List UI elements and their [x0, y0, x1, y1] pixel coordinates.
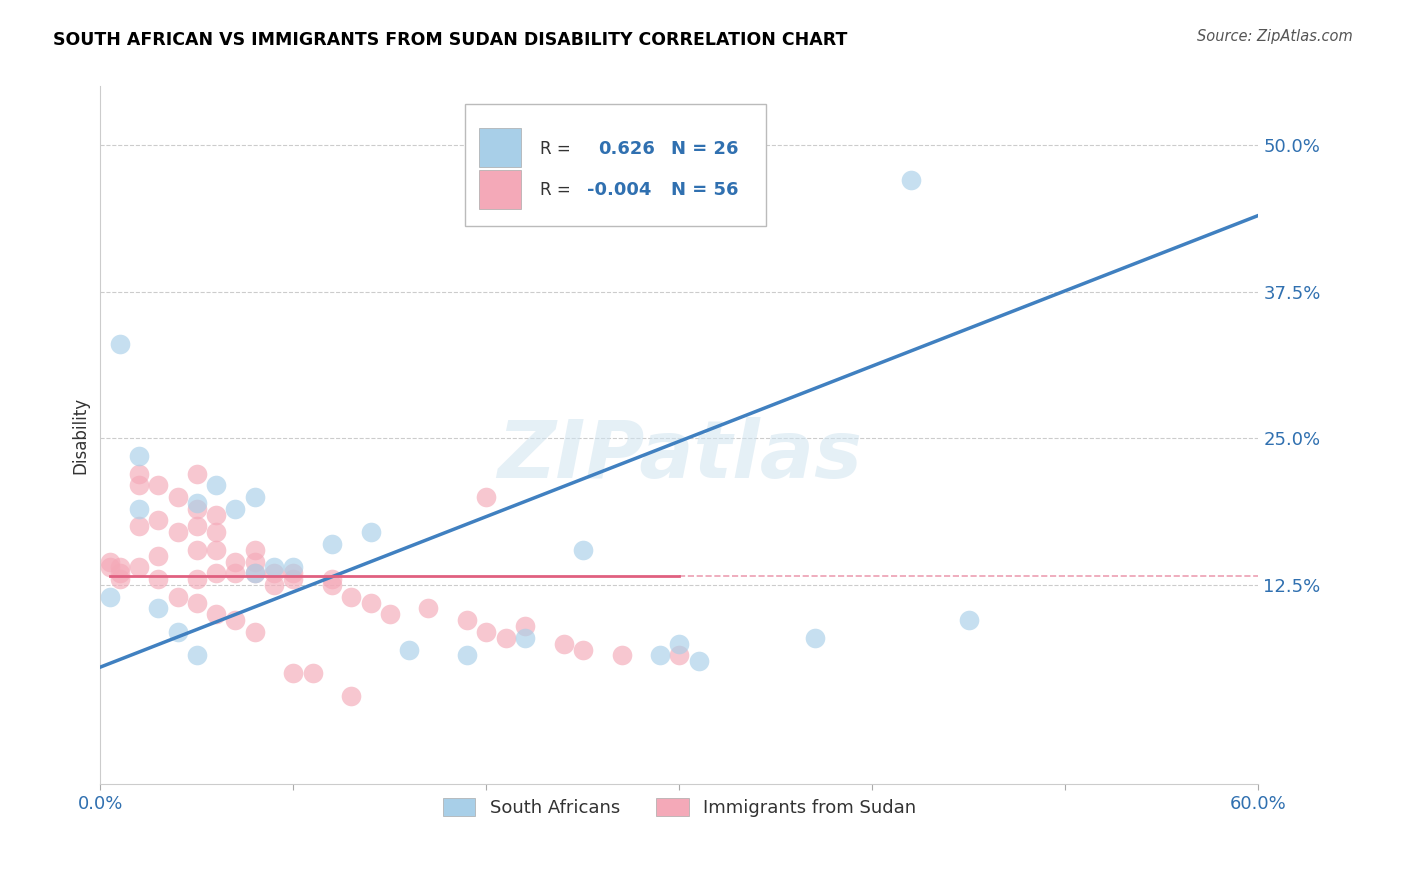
Text: N = 56: N = 56 [671, 181, 738, 199]
Point [166, 624, 188, 639]
Point [108, 337, 131, 351]
Text: R =: R = [540, 181, 571, 199]
Point [283, 560, 305, 574]
Point [668, 637, 690, 651]
Point [186, 519, 208, 533]
Point [475, 624, 498, 639]
Point [456, 613, 478, 627]
Point [283, 665, 305, 680]
Bar [479, 170, 520, 209]
Point [224, 613, 246, 627]
FancyBboxPatch shape [465, 103, 766, 226]
Point [148, 478, 170, 492]
Point [186, 501, 208, 516]
Point [243, 555, 266, 569]
Point [224, 555, 246, 569]
Point [263, 566, 285, 581]
Point [128, 449, 150, 463]
Point [513, 631, 536, 645]
Point [243, 566, 266, 581]
Point [128, 501, 150, 516]
Point [205, 542, 228, 557]
Point [957, 613, 980, 627]
Point [148, 572, 170, 586]
Point [475, 490, 498, 504]
Point [513, 619, 536, 633]
Point [98, 590, 121, 604]
Point [205, 566, 228, 581]
Point [224, 566, 246, 581]
Point [186, 596, 208, 610]
Point [243, 490, 266, 504]
Point [283, 572, 305, 586]
Point [224, 501, 246, 516]
Text: SOUTH AFRICAN VS IMMIGRANTS FROM SUDAN DISABILITY CORRELATION CHART: SOUTH AFRICAN VS IMMIGRANTS FROM SUDAN D… [53, 31, 848, 49]
Y-axis label: Disability: Disability [72, 397, 89, 474]
Point [205, 607, 228, 622]
Point [108, 560, 131, 574]
Point [128, 560, 150, 574]
Point [108, 566, 131, 581]
Point [205, 478, 228, 492]
Text: 0.626: 0.626 [599, 140, 655, 158]
Point [186, 572, 208, 586]
Point [205, 508, 228, 522]
Point [186, 648, 208, 663]
Point [321, 572, 343, 586]
Point [186, 542, 208, 557]
Point [803, 631, 825, 645]
Point [98, 560, 121, 574]
Point [900, 173, 922, 187]
Text: N = 26: N = 26 [671, 140, 738, 158]
Point [166, 590, 188, 604]
Point [378, 607, 401, 622]
Point [166, 525, 188, 540]
Point [128, 467, 150, 481]
Point [572, 542, 595, 557]
Text: -0.004: -0.004 [586, 181, 651, 199]
Point [360, 596, 382, 610]
Text: ZIPatlas: ZIPatlas [496, 417, 862, 495]
Point [301, 665, 323, 680]
Point [205, 525, 228, 540]
Point [668, 648, 690, 663]
Point [186, 467, 208, 481]
Point [263, 578, 285, 592]
Point [263, 560, 285, 574]
Point [108, 572, 131, 586]
Point [321, 537, 343, 551]
Point [572, 642, 595, 657]
Point [128, 519, 150, 533]
Point [166, 490, 188, 504]
Point [243, 624, 266, 639]
Point [98, 555, 121, 569]
Point [186, 496, 208, 510]
Point [148, 513, 170, 527]
Text: R =: R = [540, 140, 571, 158]
Point [148, 601, 170, 615]
Point [340, 690, 363, 704]
Point [283, 566, 305, 581]
Point [148, 549, 170, 563]
Point [128, 478, 150, 492]
Legend: South Africans, Immigrants from Sudan: South Africans, Immigrants from Sudan [436, 790, 924, 824]
Point [553, 637, 575, 651]
Point [360, 525, 382, 540]
Point [398, 642, 420, 657]
Text: Source: ZipAtlas.com: Source: ZipAtlas.com [1197, 29, 1353, 44]
Bar [479, 128, 520, 167]
Point [610, 648, 633, 663]
Point [688, 654, 710, 668]
Point [321, 578, 343, 592]
Point [243, 542, 266, 557]
Point [648, 648, 671, 663]
Point [456, 648, 478, 663]
Point [495, 631, 517, 645]
Point [418, 601, 440, 615]
Point [243, 566, 266, 581]
Point [340, 590, 363, 604]
